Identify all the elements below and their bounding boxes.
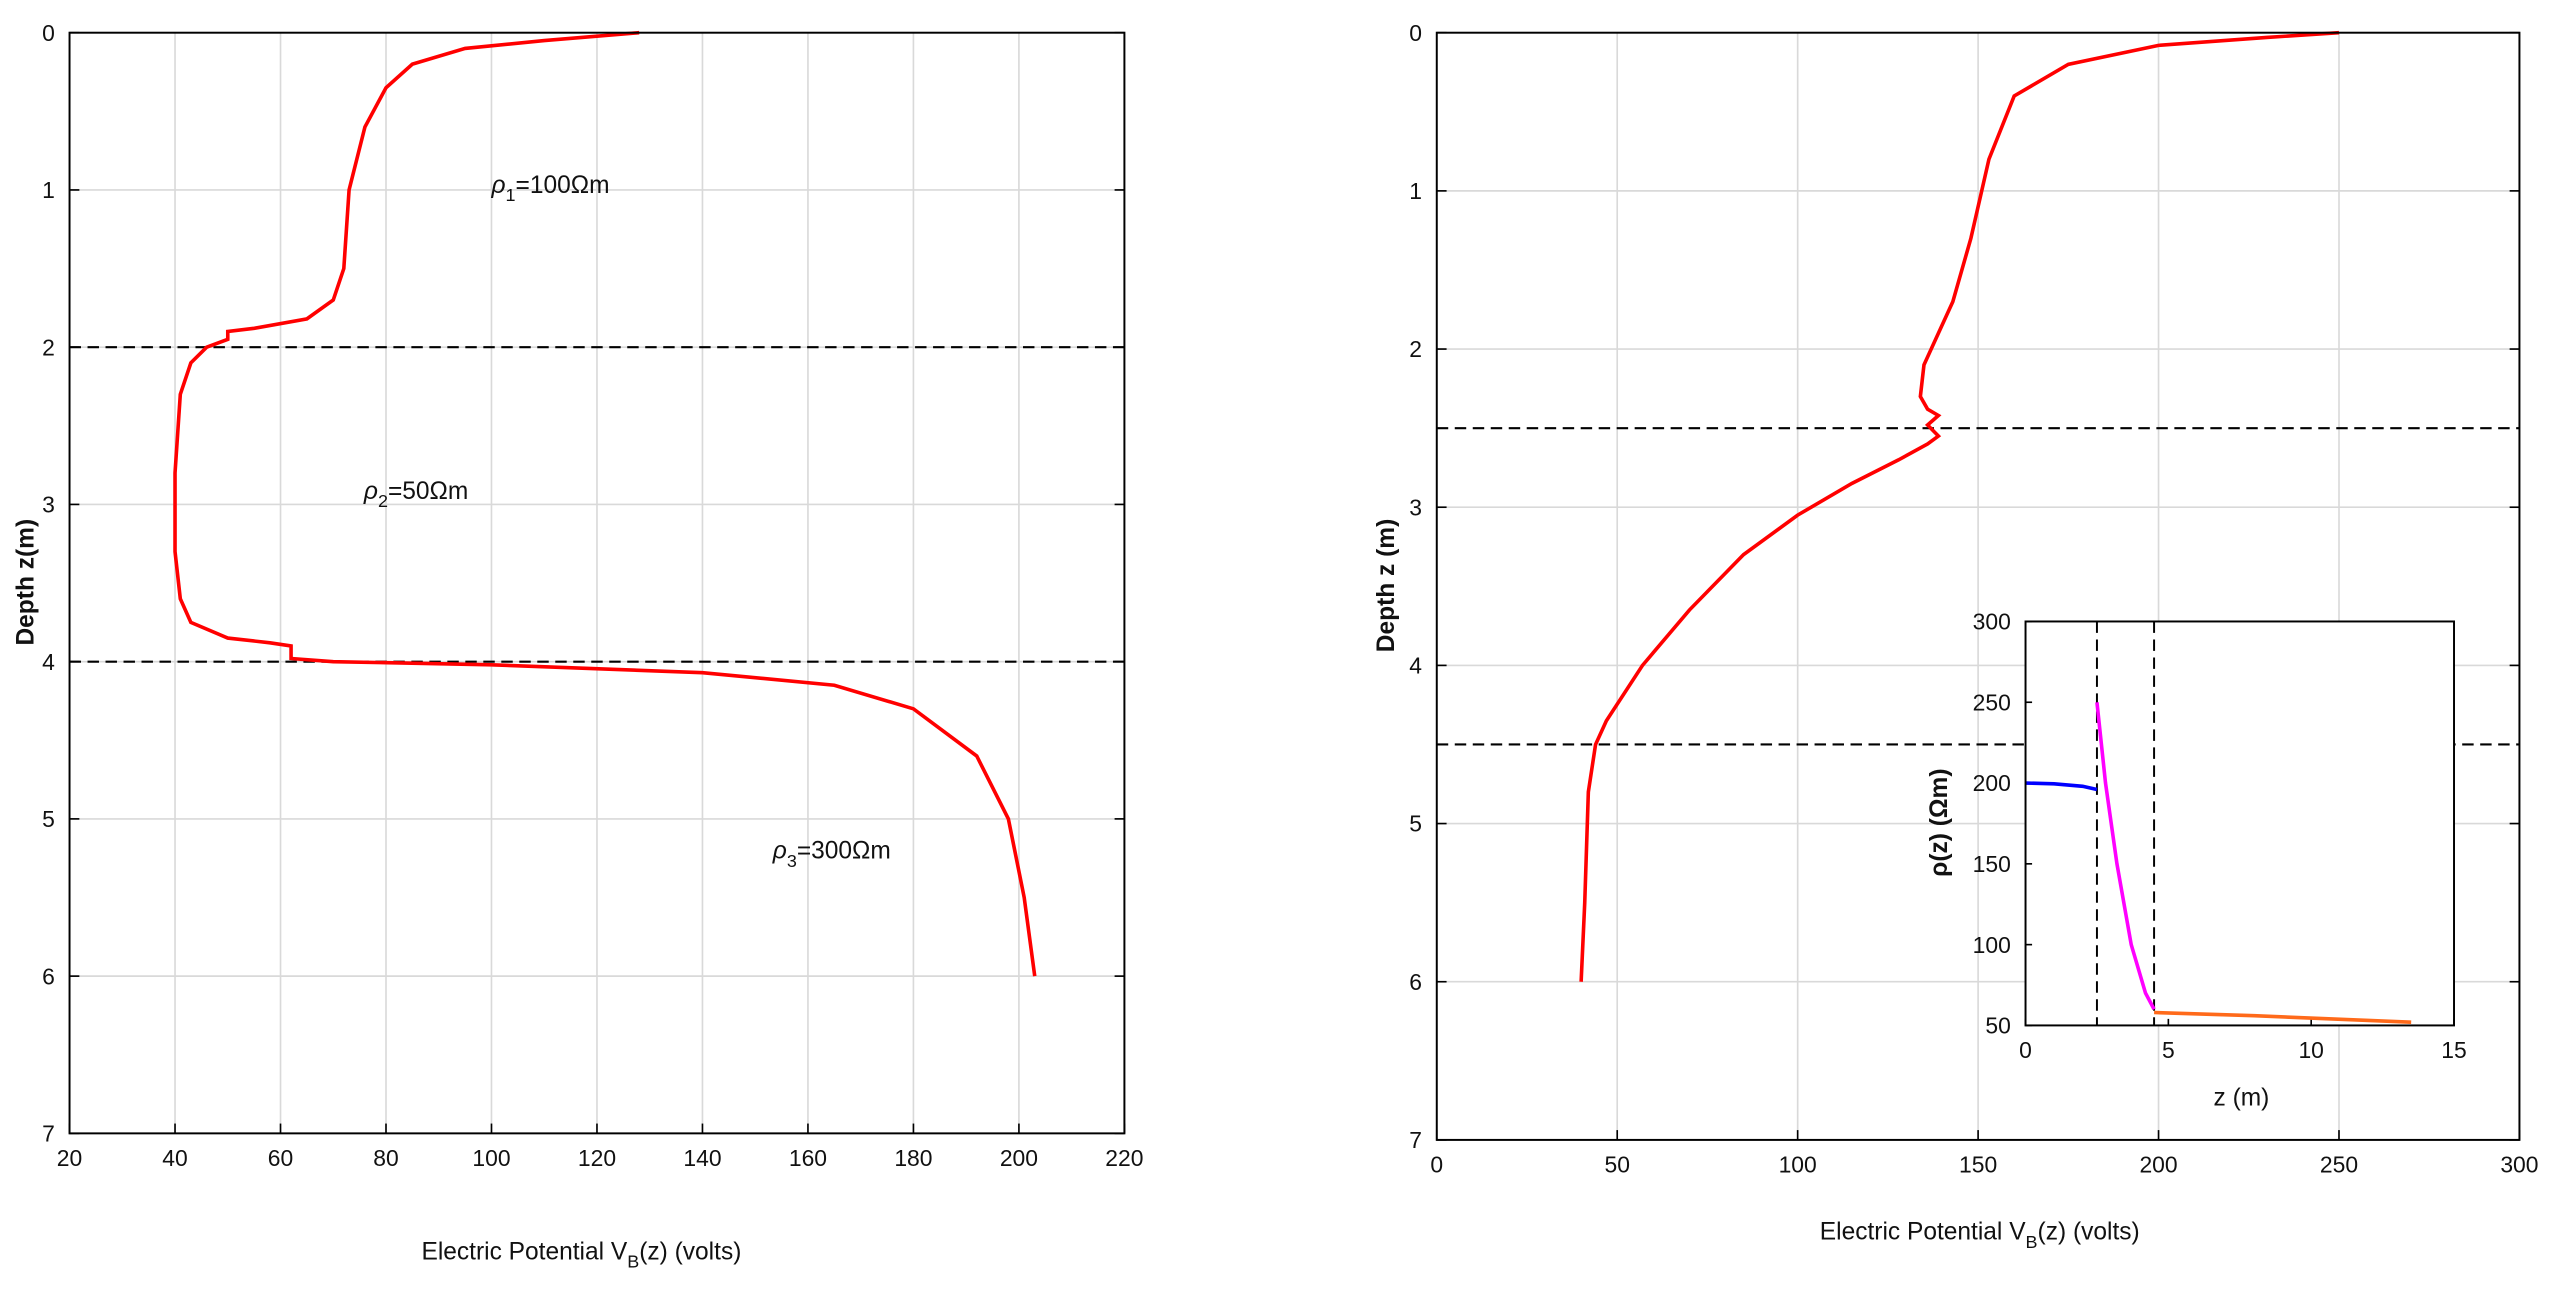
x-axis-label: Electric Potential VB(z) (volts) [421,1238,741,1271]
x-tick-label: 100 [1779,1152,1817,1178]
x-tick-label: 50 [1604,1152,1629,1178]
y-tick-label: 4 [42,649,55,675]
y-tick-label: 300 [1973,609,2011,635]
y-tick-label: 250 [1973,689,2011,715]
x-tick-label: 40 [162,1145,187,1171]
y-tick-label: 2 [42,334,55,360]
x-tick-label: 120 [578,1145,616,1171]
x-axis-label-part: Electric Potential V [1820,1219,2026,1246]
x-axis-label: Electric Potential VB(z) (volts) [1820,1219,2140,1252]
annotation-text: =50Ωm [388,478,468,505]
x-axis-label-part: (z) (volts) [2038,1219,2140,1246]
x-tick-label: 80 [373,1145,398,1171]
y-tick-label: 7 [1409,1127,1422,1153]
plot-frame [1435,31,2521,1141]
y-tick-label: 6 [42,963,55,989]
x-tick-label: 200 [2139,1152,2177,1178]
x-axis-label-sub: B [2026,1232,2038,1252]
x-tick-label: 300 [2500,1152,2538,1178]
x-tick-label: 20 [57,1145,82,1171]
annotation-text: =300Ωm [797,838,891,865]
x-tick-label: 250 [2320,1152,2358,1178]
y-tick-label: 3 [1409,494,1422,520]
data-line [1579,30,2340,982]
data-line [2154,1010,2412,1024]
annotation-symbol: ρ [363,478,378,505]
x-tick-label: 0 [1430,1152,1443,1178]
annotation-sub: 1 [506,185,516,205]
x-tick-label: 140 [683,1145,721,1171]
x-tick-label: 100 [472,1145,510,1171]
annotation: ρ2=50Ωm [363,478,468,511]
x-tick-label: 0 [2019,1037,2032,1063]
y-tick-label: 4 [1409,653,1422,679]
annotation-symbol: ρ [490,172,505,199]
annotation-symbol: ρ [772,838,787,865]
y-tick-label: 1 [42,177,55,203]
y-axis-label: ρ(z) (Ωm) [1926,768,1953,876]
y-axis-label: Depth z(m) [13,519,40,646]
x-axis-label-sub: B [627,1251,639,1271]
y-tick-label: 150 [1973,851,2011,877]
data-line [2025,781,2098,792]
y-tick-label: 1 [1409,178,1422,204]
data-line [2095,702,2156,1011]
y-tick-label: 0 [42,20,55,46]
x-tick-label: 220 [1105,1145,1143,1171]
x-tick-label: 180 [894,1145,932,1171]
x-tick-label: 15 [2441,1037,2466,1063]
y-tick-label: 6 [1409,969,1422,995]
annotation-text: =100Ωm [516,172,610,199]
x-tick-label: 150 [1959,1152,1997,1178]
y-tick-label: 100 [1973,932,2011,958]
y-tick-label: 3 [42,492,55,518]
y-tick-label: 50 [1985,1013,2010,1039]
annotation-sub: 3 [787,851,797,871]
annotation-sub: 2 [378,491,388,511]
x-tick-label: 60 [268,1145,293,1171]
y-tick-label: 5 [1409,811,1422,837]
x-axis-label: z (m) [2213,1085,2269,1112]
y-tick-label: 200 [1973,770,2011,796]
x-tick-label: 10 [2298,1037,2323,1063]
plot-frame [2024,620,2456,1027]
data-line [173,30,1037,977]
inset-background [2025,621,2455,1026]
annotation: ρ1=100Ωm [490,172,609,205]
x-tick-label: 5 [2162,1037,2175,1063]
x-axis-label-part: Electric Potential V [421,1238,627,1265]
x-tick-label: 200 [1000,1145,1038,1171]
y-axis-label: Depth z (m) [1373,519,1400,652]
y-tick-label: 2 [1409,336,1422,362]
x-tick-label: 160 [789,1145,827,1171]
y-tick-label: 7 [42,1121,55,1147]
y-tick-label: 0 [1409,20,1422,46]
plot-frame [68,31,1126,1135]
x-axis-label-part: (z) (volts) [639,1238,741,1265]
annotation: ρ3=300Ωm [772,838,891,871]
y-tick-label: 5 [42,806,55,832]
